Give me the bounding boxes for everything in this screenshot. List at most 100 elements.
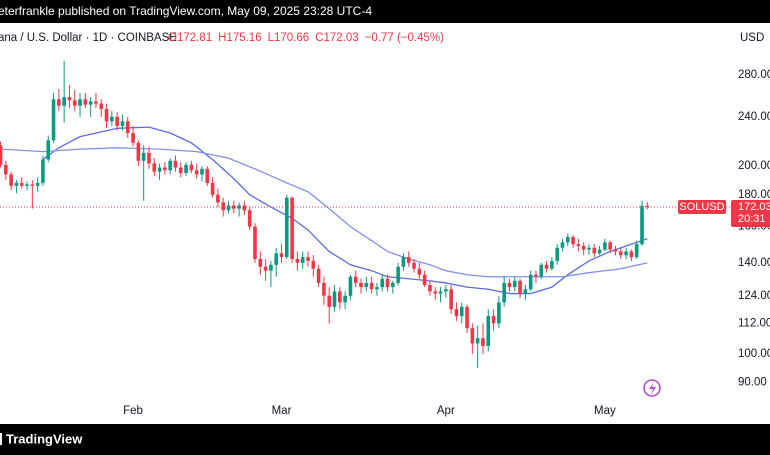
top-bar (0, 0, 770, 23)
y-tick-label: 240.00 (738, 111, 770, 123)
candle-body (35, 182, 40, 186)
candle-body (597, 249, 602, 254)
candle-body (475, 338, 480, 344)
candle-body (470, 328, 475, 344)
candle-body (131, 133, 135, 143)
candle-body (380, 278, 385, 288)
y-tick-label: 280.00 (738, 69, 770, 81)
candle-body (147, 152, 151, 164)
candle-body (502, 282, 506, 303)
candle-body (253, 226, 257, 259)
candle-body (491, 316, 496, 324)
icon-ring (643, 379, 661, 397)
candle-body (279, 253, 284, 258)
y-tick-label: 112.00 (738, 317, 770, 329)
lightning-icon[interactable] (643, 379, 661, 397)
candle-body (125, 121, 130, 134)
candle-body (332, 291, 337, 307)
candle-body (353, 276, 358, 283)
candle-body (136, 142, 141, 161)
change-value: −0.77 (−0.45%) (365, 32, 444, 44)
y-tick-label: 180.00 (738, 189, 770, 201)
candle-body (560, 242, 565, 248)
candle-body (401, 257, 406, 267)
candle-body (173, 160, 178, 168)
candle-body (534, 274, 538, 277)
candle-body (327, 295, 332, 307)
candle-body (634, 244, 639, 258)
candle-body (322, 282, 326, 296)
candle-body (618, 251, 623, 256)
candle-body (242, 205, 247, 211)
candle-body (46, 140, 51, 160)
symbol-title: ana / U.S. Dollar · 1D · COINBASE (0, 32, 177, 44)
candle-body (184, 164, 188, 174)
candle-body (603, 242, 607, 250)
ohlc-value: O172.81 (168, 32, 212, 44)
candle-body (581, 245, 586, 250)
candle-body (0, 145, 3, 165)
candle-body (306, 257, 310, 261)
candle-body (481, 338, 485, 347)
y-tick-label: 124.00 (738, 290, 770, 302)
candle-body (571, 237, 575, 245)
candle-body (433, 291, 438, 294)
candle-body (539, 264, 544, 277)
candle-body (507, 282, 512, 288)
candle-body (30, 184, 35, 186)
candle-body (25, 184, 29, 186)
candle-body (168, 160, 172, 171)
candle-body (216, 194, 220, 203)
candle-body (72, 100, 77, 106)
candle-body (454, 309, 459, 317)
candle-body (417, 268, 422, 275)
candle-body (99, 103, 104, 109)
x-tick-label: Apr (437, 405, 455, 417)
candle-body (152, 163, 157, 172)
candle-body (587, 247, 591, 250)
candle-body (316, 268, 321, 283)
candle-body (385, 278, 390, 288)
candle-body (78, 99, 82, 106)
candle-body (210, 182, 215, 195)
y-tick-label: 200.00 (738, 160, 770, 172)
candle-body (592, 247, 597, 254)
moving-average (0, 147, 648, 278)
candle-body (231, 205, 236, 209)
ohlc-value: H175.16 (218, 32, 261, 44)
candle-body (486, 316, 491, 347)
x-tick-label: May (594, 405, 616, 417)
brand: TradingView (6, 431, 83, 446)
candle-body (189, 164, 194, 171)
candle-body (258, 258, 263, 267)
candle-body (613, 249, 618, 252)
candle-body (14, 182, 19, 186)
candle-body (555, 247, 559, 261)
candle-body (343, 295, 347, 303)
candle-body (104, 108, 109, 122)
candle-body (518, 280, 522, 294)
candle-body (444, 289, 448, 292)
candle-body (550, 260, 554, 269)
candle-body (226, 205, 231, 211)
candle-body (565, 237, 570, 243)
candle-body (62, 97, 66, 106)
candle-body (110, 116, 114, 122)
y-tick-label: 100.00 (738, 348, 770, 360)
candle-body (269, 264, 273, 271)
y-tick-label: 140.00 (738, 257, 770, 269)
candle-body (290, 197, 294, 259)
y-tick-label: 90.00 (738, 377, 767, 389)
candle-body (237, 205, 241, 209)
candle-body (608, 242, 612, 250)
candle-body (449, 289, 453, 310)
candle-body (51, 99, 56, 141)
candle-body (9, 174, 13, 186)
candle-body (640, 205, 644, 245)
candle-body (205, 168, 210, 183)
candle-body (528, 274, 533, 290)
candle-body (465, 306, 469, 329)
candle-body (375, 287, 379, 290)
icon-bolt (649, 382, 656, 395)
